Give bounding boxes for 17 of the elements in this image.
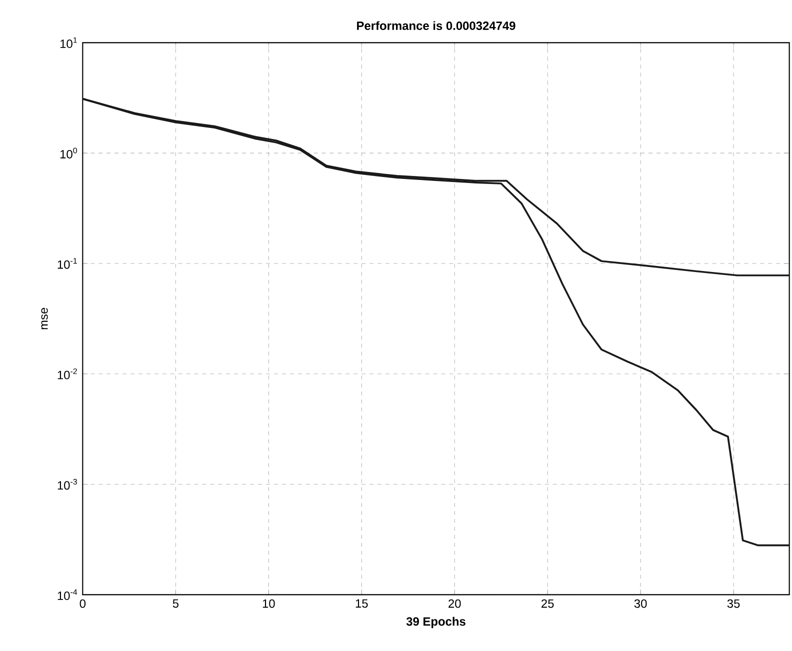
y-tick-label: 10$^{0}$ — [60, 148, 78, 159]
x-tick-label: 5 — [172, 600, 178, 608]
x-tick-label: 35 — [727, 600, 740, 608]
x-tick-label: 0 — [80, 600, 86, 608]
x-tick-label: 15 — [356, 600, 368, 608]
x-tick-label: 20 — [448, 600, 461, 608]
y-axis-title: mse — [41, 308, 48, 330]
x-tick-label: 25 — [542, 600, 554, 608]
y-tick-label: 10$^{-4}$ — [58, 590, 78, 600]
y-tick-label: 10$^{-2}$ — [58, 368, 77, 380]
y-tick-label: 10$^{-3}$ — [58, 479, 77, 490]
chart-title: Performance is 0.000324749 — [357, 21, 516, 30]
x-tick-label: 30 — [634, 600, 647, 608]
y-tick-label: 10$^{-1}$ — [58, 258, 77, 269]
x-tick-label: 10 — [262, 600, 275, 608]
x-axis-title: 39 Epochs — [406, 617, 466, 628]
y-tick-label: 10$^{1}$ — [60, 38, 77, 48]
